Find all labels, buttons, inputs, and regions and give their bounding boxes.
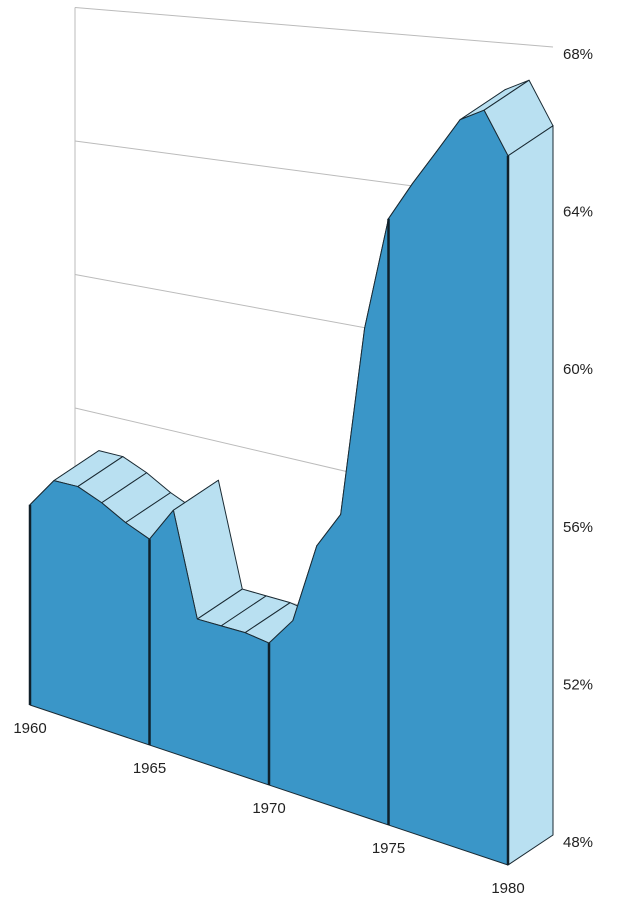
y-tick-label: 52%: [563, 676, 593, 693]
x-tick-label: 1960: [13, 720, 46, 737]
grid-line: [74, 7, 554, 48]
x-tick-label: 1965: [133, 760, 166, 777]
x-tick-label: 1975: [372, 840, 405, 857]
y-tick-label: 56%: [563, 519, 593, 536]
x-tick-label: 1970: [252, 800, 285, 817]
x-tick-label: 1980: [491, 880, 524, 897]
y-tick-label: 68%: [563, 46, 593, 63]
y-tick-label: 64%: [563, 204, 593, 221]
area-side: [507, 124, 554, 866]
y-tick-label: 60%: [563, 361, 593, 378]
y-tick-label: 48%: [563, 834, 593, 851]
